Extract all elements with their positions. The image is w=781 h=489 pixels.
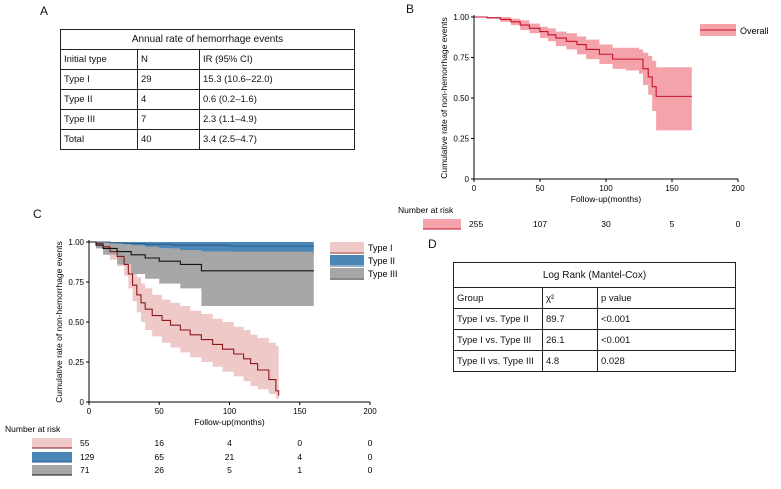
panel-b-overall-survival-line [474, 16, 692, 97]
panel-c-legend-label: Type II [368, 256, 395, 266]
table-header-row: Initial type N IR (95% CI) [60, 49, 355, 70]
table-row: Total 40 3.4 (2.5–4.7) [60, 129, 355, 150]
panel-c-risk-count: 0 [368, 452, 373, 462]
table-row: Type I 29 15.3 (10.6–22.0) [60, 69, 355, 90]
incidence-rate-table: Annual rate of hemorrhage events Initial… [60, 29, 355, 150]
panel-c-risk-count: 65 [155, 452, 165, 462]
panel-c-risk-key-swatch [32, 465, 72, 475]
panel-b-y-tick-label: 1.00 [453, 13, 469, 22]
panel-b-risk-count: 5 [670, 219, 675, 229]
panel-b-y-tick-label: 0 [465, 175, 470, 184]
table-cell: 3.4 (2.5–4.7) [199, 129, 355, 150]
panel-b-y-axis-title: Cumulative rate of non-hemorrhage events [439, 17, 449, 179]
panel-b-x-tick-label: 50 [536, 184, 545, 193]
panel-c-y-tick-label: 0.50 [68, 318, 84, 327]
panel-c-legend-swatch [330, 242, 364, 252]
table-row: Type II vs. Type III 4.8 0.028 [453, 350, 736, 372]
panel-c-type-ii-survival-line [89, 241, 314, 247]
panel-b-risk-count: 0 [736, 219, 741, 229]
panel-c-type-i-ci-band [89, 242, 279, 401]
panel-c-label: C [33, 207, 42, 221]
panel-b-x-tick-label: 0 [472, 184, 477, 193]
panel-d-label: D [428, 237, 437, 251]
panel-b-y-tick-label: 0.75 [453, 54, 469, 63]
panel-b-risk-count: 107 [533, 219, 547, 229]
table-cell: 40 [137, 129, 200, 150]
panel-c-y-tick-label: 0.75 [68, 278, 84, 287]
panel-c-risk-count: 129 [80, 452, 94, 462]
panel-b-y-tick-label: 0.50 [453, 94, 469, 103]
panel-c-y-tick-label: 1.00 [68, 238, 84, 247]
panel-c-y-tick-label: 0.25 [68, 358, 84, 367]
panel-b-x-tick-label: 200 [731, 184, 745, 193]
panel-c-risk-key-swatch [32, 452, 72, 462]
panel-c-risk-table-title: Number at risk [5, 424, 61, 434]
table-cell: 0.028 [597, 350, 736, 372]
panel-c-risk-count: 1 [297, 465, 302, 475]
panel-c-x-tick-label: 100 [223, 407, 237, 416]
panel-c-risk-key-swatch [32, 438, 72, 448]
panel-c-risk-count: 71 [80, 465, 90, 475]
panel-c-type-iii-survival-line [89, 241, 314, 272]
panel-c-risk-count: 0 [368, 438, 373, 448]
panel-c-y-tick-label: 0 [80, 398, 85, 407]
panel-b-y-tick-label: 0.25 [453, 135, 469, 144]
panel-c-y-axis-title: Cumulative rate of non-hemorrhage events [54, 241, 64, 403]
panel-b-x-tick-label: 100 [599, 184, 613, 193]
log-rank-table: Log Rank (Mantel-Cox) Group χ² p value T… [453, 262, 736, 372]
panel-c-risk-count: 16 [155, 438, 165, 448]
panel-c-risk-count: 26 [155, 465, 165, 475]
panel-c-x-tick-label: 200 [363, 407, 377, 416]
panel-c-risk-count: 4 [297, 452, 302, 462]
panel-b-legend-label: Overall [740, 26, 769, 36]
table-cell: Total [60, 129, 138, 150]
panel-b-x-axis-title: Follow-up(months) [571, 194, 642, 204]
panel-b-overall-ci-band [474, 17, 692, 131]
panel-c-x-tick-label: 0 [87, 407, 92, 416]
panel-b-risk-table-title: Number at risk [398, 205, 454, 215]
panel-b-x-tick-label: 150 [665, 184, 679, 193]
panel-c-legend-swatch [330, 255, 364, 265]
panel-c-risk-count: 55 [80, 438, 90, 448]
panel-c-risk-count: 0 [368, 465, 373, 475]
panel-c-type-i-survival-line [89, 241, 280, 396]
panel-b-risk-count: 30 [601, 219, 611, 229]
panel-c-legend-swatch [330, 268, 364, 278]
panel-c-x-axis-title: Follow-up(months) [194, 417, 265, 427]
panel-a-label: A [40, 4, 49, 18]
panel-c-risk-count: 0 [297, 438, 302, 448]
panel-c-risk-count: 21 [225, 452, 235, 462]
panel-c-x-tick-label: 150 [293, 407, 307, 416]
panel-c-risk-count: 4 [227, 438, 232, 448]
panel-c-legend-label: Type I [368, 243, 393, 253]
panel-b-risk-key-swatch [423, 219, 461, 229]
panel-b-label: B [406, 2, 415, 16]
panel-b-risk-count: 255 [469, 219, 483, 229]
panel-c-legend-label: Type III [368, 269, 398, 279]
panel-c-x-tick-label: 50 [155, 407, 164, 416]
panel-c-risk-count: 5 [227, 465, 232, 475]
